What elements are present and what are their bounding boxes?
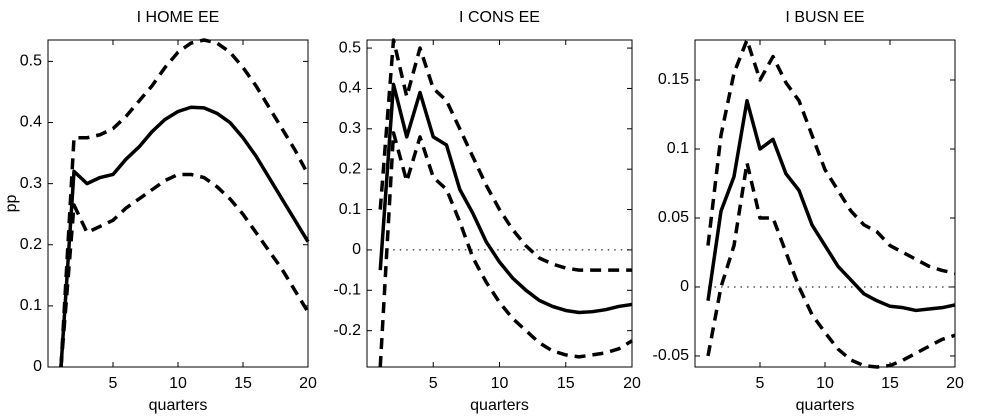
band-line (706, 161, 956, 369)
y-tick-label: 0 (33, 358, 42, 375)
y-tick-label: 0.4 (339, 80, 361, 97)
y-tick-label: 0.4 (20, 114, 42, 131)
x-tick-label: 20 (623, 375, 641, 392)
x-tick-label: 5 (429, 375, 438, 392)
x-axis-label: quarters (149, 397, 208, 414)
band-line (59, 172, 310, 368)
chart-title: I BUSN EE (785, 9, 864, 26)
y-tick-label: 0 (680, 278, 689, 295)
y-tick-label: 0.1 (339, 201, 361, 218)
plot-frame (47, 39, 309, 368)
x-tick-label: 5 (109, 375, 118, 392)
y-tick-label: 0.1 (667, 140, 689, 157)
y-tick-label: -0.2 (333, 322, 361, 339)
x-tick-label: 10 (816, 375, 834, 392)
y-tick-label: 0.5 (339, 39, 361, 56)
band-line (706, 38, 956, 275)
band-line (378, 38, 632, 272)
y-tick-label: -0.1 (333, 282, 361, 299)
response-line (59, 105, 310, 368)
x-tick-label: 20 (946, 375, 964, 392)
y-tick-label: 0.5 (20, 53, 42, 70)
y-tick-label: 0.1 (20, 297, 42, 314)
response-line (378, 82, 633, 315)
y-axis-label: pp (3, 195, 20, 213)
x-tick-label: 10 (491, 375, 509, 392)
y-tick-label: 0.3 (339, 120, 361, 137)
x-axis-label: quarters (796, 397, 855, 414)
response-line (706, 98, 956, 313)
x-axis-label: quarters (470, 397, 529, 414)
y-tick-label: 0.2 (20, 236, 42, 253)
plot-frame (694, 39, 956, 368)
y-tick-label: 0.05 (658, 209, 689, 226)
x-tick-label: 15 (557, 375, 575, 392)
y-tick-label: 0.2 (339, 160, 361, 177)
chart-title: I CONS EE (459, 9, 540, 26)
x-tick-label: 10 (169, 375, 187, 392)
x-tick-label: 20 (299, 375, 317, 392)
x-tick-label: 15 (234, 375, 252, 392)
chart-title: I HOME EE (137, 9, 220, 26)
y-tick-label: 0.3 (20, 175, 42, 192)
y-tick-label: 0.15 (658, 71, 689, 88)
band-line (59, 38, 310, 368)
y-tick-label: -0.05 (653, 347, 690, 364)
x-tick-label: 5 (756, 375, 765, 392)
x-tick-label: 15 (881, 375, 899, 392)
y-tick-label: 0 (352, 241, 361, 258)
band-line (378, 131, 633, 368)
